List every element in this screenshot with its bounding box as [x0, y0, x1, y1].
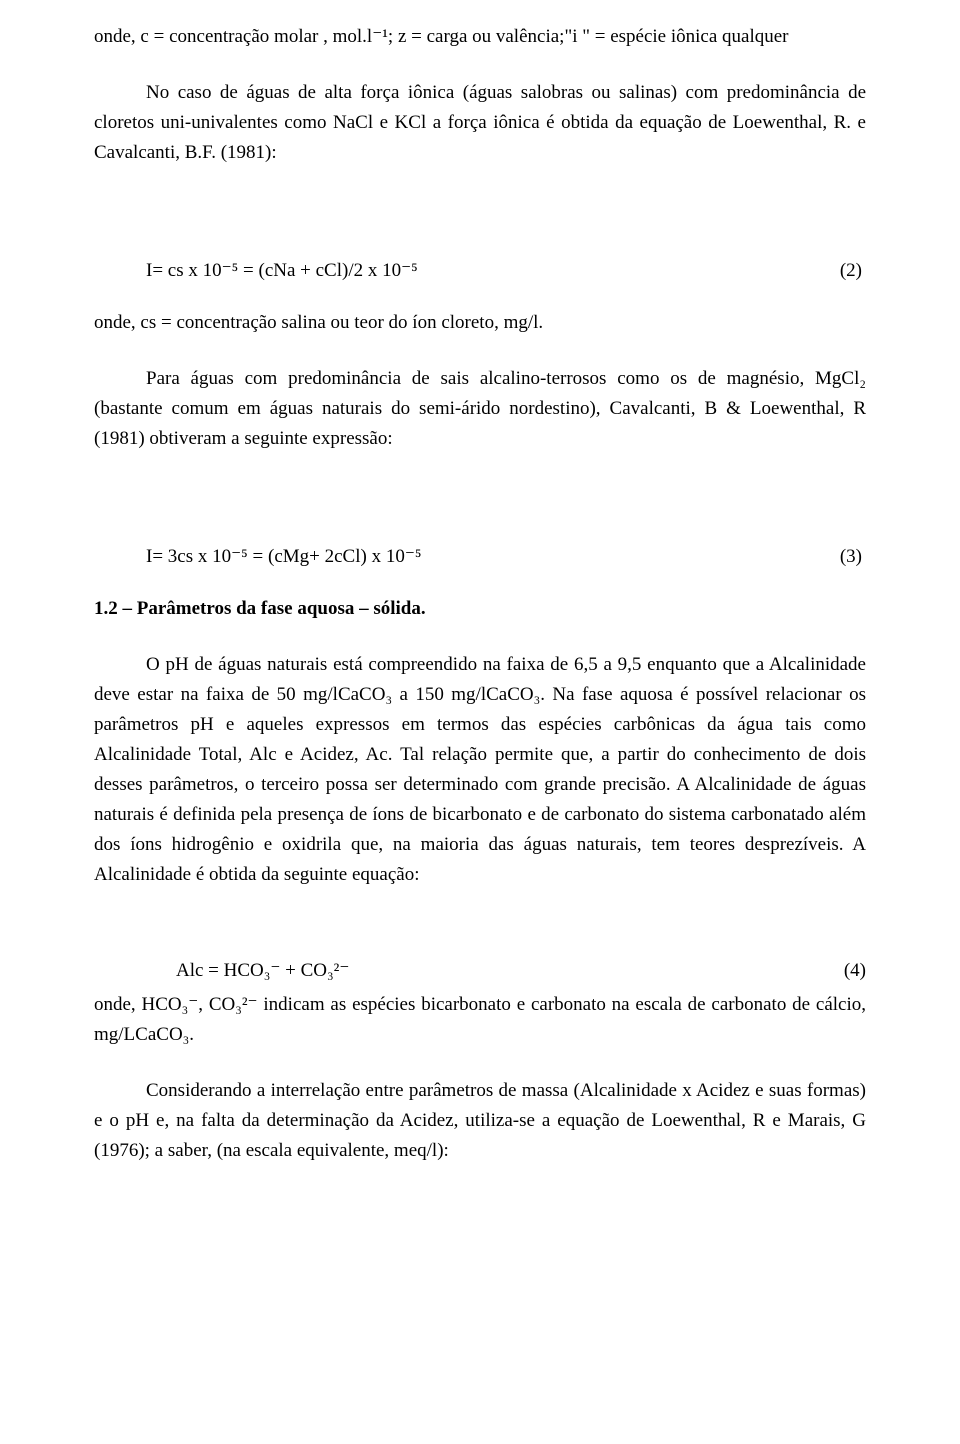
paragraph-interrelation: Considerando a interrelação entre parâme…	[94, 1076, 866, 1166]
section-heading-1-2: 1.2 – Parâmetros da fase aquosa – sólida…	[94, 594, 866, 624]
equation-3: I= 3cs x 10⁻⁵ = (cMg+ 2cCl) x 10⁻⁵ (3)	[94, 542, 866, 572]
equation-3-number: (3)	[840, 542, 866, 572]
spacer	[94, 480, 866, 542]
paragraph-intro: onde, c = concentração molar , mol.l⁻¹; …	[94, 22, 866, 52]
spacer	[94, 194, 866, 256]
equation-3-lhs: I= 3cs x 10⁻⁵ = (cMg+ 2cCl) x 10⁻⁵	[146, 542, 421, 572]
equation-2-lhs: I= cs x 10⁻⁵ = (cNa + cCl)/2 x 10⁻⁵	[146, 256, 418, 286]
paragraph-species-def: onde, HCO₃⁻, CO₃²⁻ indicam as espécies b…	[94, 990, 866, 1050]
paragraph-mgcl2: Para águas com predominância de sais alc…	[94, 364, 866, 454]
equation-4-lhs: Alc = HCO₃⁻ + CO₃²⁻	[176, 956, 349, 986]
paragraph-ionic-strength: No caso de águas de alta força iônica (á…	[94, 78, 866, 168]
document-page: onde, c = concentração molar , mol.l⁻¹; …	[0, 0, 960, 1444]
equation-4: Alc = HCO₃⁻ + CO₃²⁻ (4)	[94, 956, 866, 986]
spacer	[94, 916, 866, 956]
equation-2: I= cs x 10⁻⁵ = (cNa + cCl)/2 x 10⁻⁵ (2)	[94, 256, 866, 286]
paragraph-cs-def: onde, cs = concentração salina ou teor d…	[94, 308, 866, 338]
equation-2-number: (2)	[840, 256, 866, 286]
paragraph-ph-alkalinity: O pH de águas naturais está compreendido…	[94, 650, 866, 890]
equation-4-number: (4)	[844, 956, 866, 986]
